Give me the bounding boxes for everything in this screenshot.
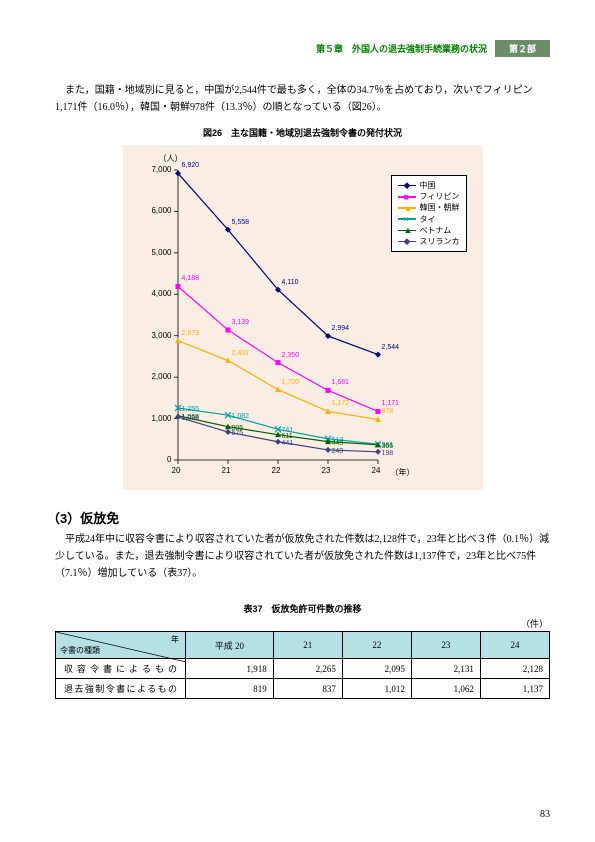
- data-label: 1,172: [332, 400, 350, 407]
- col-header: 22: [342, 632, 411, 659]
- cell: 1,012: [342, 679, 411, 699]
- data-label: 2,879: [182, 330, 200, 337]
- intro-paragraph: また，国籍・地域別に見ると，中国が2,544件で最も多く，全体の34.7％を占め…: [55, 82, 550, 116]
- chart-legend: ◆中国■フィリピン▲韓国・朝鮮×タイ▲ベトナム◆スリランカ: [391, 175, 467, 252]
- cell: 1,062: [411, 679, 480, 699]
- part-badge: 第２部: [495, 40, 550, 57]
- y-tick: 0: [167, 455, 171, 464]
- y-tick: 4,000: [151, 289, 171, 298]
- data-label: 4,110: [282, 279, 299, 286]
- section3-heading: （3）仮放免: [47, 508, 550, 527]
- legend-item: ◆中国: [398, 180, 460, 191]
- table37-unit: （件）: [55, 617, 550, 630]
- chapter-title: 第５章 外国人の退去強制手続業務の状況: [316, 42, 487, 55]
- table37-title: 表37 仮放免許可件数の推移: [55, 602, 550, 615]
- figure26-chart: （人） 01,0002,0003,0004,0005,0006,0007,000…: [123, 145, 483, 490]
- cell: 2,131: [411, 659, 480, 679]
- data-label: 2,994: [332, 325, 350, 332]
- page-header: 第５章 外国人の退去強制手続業務の状況 第２部: [55, 40, 550, 57]
- data-label: 441: [282, 440, 294, 447]
- x-tick: 24: [372, 466, 381, 475]
- data-label: 2,401: [232, 350, 250, 357]
- y-tick: 3,000: [151, 331, 171, 340]
- legend-item: ◆スリランカ: [398, 236, 460, 247]
- cell: 2,095: [342, 659, 411, 679]
- table-corner: 年 令書の種類: [56, 632, 186, 659]
- data-label: 443: [332, 440, 344, 447]
- y-tick: 1,000: [151, 414, 171, 423]
- data-label: 5,558: [232, 219, 250, 226]
- data-label: 243: [332, 448, 344, 455]
- data-label: 3,139: [232, 319, 250, 326]
- x-tick: 23: [322, 466, 331, 475]
- data-label: 1,681: [332, 379, 350, 386]
- legend-item: ▲ベトナム: [398, 225, 460, 236]
- data-label: 1,171: [382, 400, 400, 407]
- data-label: 675: [232, 430, 244, 437]
- cell: 837: [273, 679, 342, 699]
- cell: 1,918: [186, 659, 274, 679]
- cell: 819: [186, 679, 274, 699]
- y-tick: 2,000: [151, 372, 171, 381]
- x-axis-label: （年）: [391, 467, 415, 478]
- data-label: 1,700: [282, 379, 300, 386]
- cell: 2,265: [273, 659, 342, 679]
- legend-item: ▲韓国・朝鮮: [398, 202, 460, 213]
- col-header: 24: [480, 632, 549, 659]
- legend-item: ■フィリピン: [398, 191, 460, 202]
- col-header: 21: [273, 632, 342, 659]
- data-label: 1,039: [182, 415, 200, 422]
- x-tick: 22: [272, 466, 281, 475]
- cell: 1,137: [480, 679, 549, 699]
- y-tick: 7,000: [151, 165, 171, 174]
- legend-item: ×タイ: [398, 214, 460, 225]
- data-label: 2,350: [282, 352, 300, 359]
- data-label: 611: [282, 433, 293, 440]
- table37: 年 令書の種類 平成 2021222324 収 容 令 書 に よ る も の1…: [55, 631, 550, 699]
- data-label: 198: [382, 450, 394, 457]
- data-label: 6,920: [182, 162, 200, 169]
- row-header: 退去強制令書によるもの: [56, 679, 186, 699]
- data-label: 1,082: [232, 413, 250, 420]
- section3-para: 平成24年中に収容令書により収容されていた者が仮放免された件数は2,128件で，…: [55, 531, 550, 582]
- data-label: 4,188: [182, 275, 200, 282]
- cell: 2,128: [480, 659, 549, 679]
- data-label: 366: [382, 443, 394, 450]
- figure26-title: 図26 主な国籍・地域別退去強制令書の発付状況: [55, 126, 550, 139]
- page-number: 83: [540, 809, 550, 820]
- data-label: 978: [382, 408, 394, 415]
- col-header: 平成 20: [186, 632, 274, 659]
- x-tick: 21: [222, 466, 231, 475]
- data-label: 2,544: [382, 344, 400, 351]
- col-header: 23: [411, 632, 480, 659]
- y-tick: 5,000: [151, 248, 171, 257]
- data-label: 1,255: [182, 406, 200, 413]
- table-row: 退去強制令書によるもの8198371,0121,0621,137: [56, 679, 550, 699]
- x-tick: 20: [172, 466, 181, 475]
- y-tick: 6,000: [151, 206, 171, 215]
